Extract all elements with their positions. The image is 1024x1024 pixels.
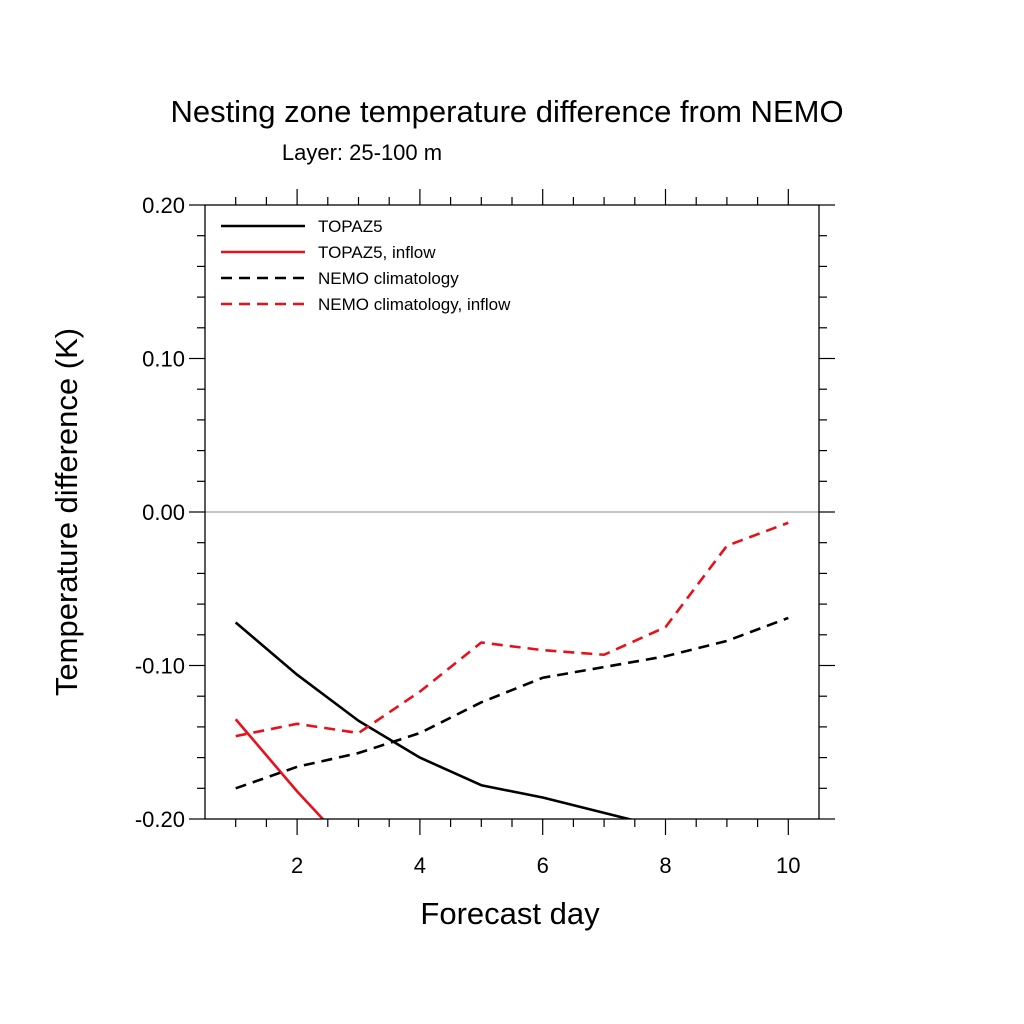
x-tick-label: 10 <box>776 853 800 878</box>
x-axis-label: Forecast day <box>420 896 600 931</box>
series-line-1 <box>234 621 635 819</box>
y-tick-label: 0.20 <box>142 193 185 218</box>
y-tick-label: 0.10 <box>142 347 185 372</box>
x-tick-label: 8 <box>659 853 671 878</box>
legend: TOPAZ5 TOPAZ5, inflow NEMO climatology NEMO… <box>221 217 511 314</box>
y-tick-label: -0.10 <box>135 654 185 679</box>
series-line-2 <box>234 718 325 819</box>
legend-label-1: TOPAZ5 <box>318 217 383 236</box>
ticks-layer <box>189 189 835 835</box>
legend-label-3: NEMO climatology <box>318 269 459 288</box>
y-axis-label: Temperature difference (K) <box>49 328 84 696</box>
x-tick-label: 2 <box>291 853 303 878</box>
tick-labels-layer: -0.20 -0.10 0.00 0.10 0.20 2 4 6 8 10 <box>135 193 801 878</box>
series-line-3 <box>235 616 789 790</box>
legend-label-2: TOPAZ5, inflow <box>318 243 436 262</box>
y-tick-label: -0.20 <box>135 807 185 832</box>
series-line-4 <box>235 521 789 738</box>
chart-title: Nesting zone temperature difference from… <box>170 94 843 129</box>
series-layer <box>234 521 789 819</box>
x-tick-label: 6 <box>537 853 549 878</box>
chart-subtitle: Layer: 25-100 m <box>282 140 442 165</box>
legend-label-4: NEMO climatology, inflow <box>318 295 511 314</box>
y-tick-label: 0.00 <box>142 500 185 525</box>
x-tick-label: 4 <box>414 853 426 878</box>
